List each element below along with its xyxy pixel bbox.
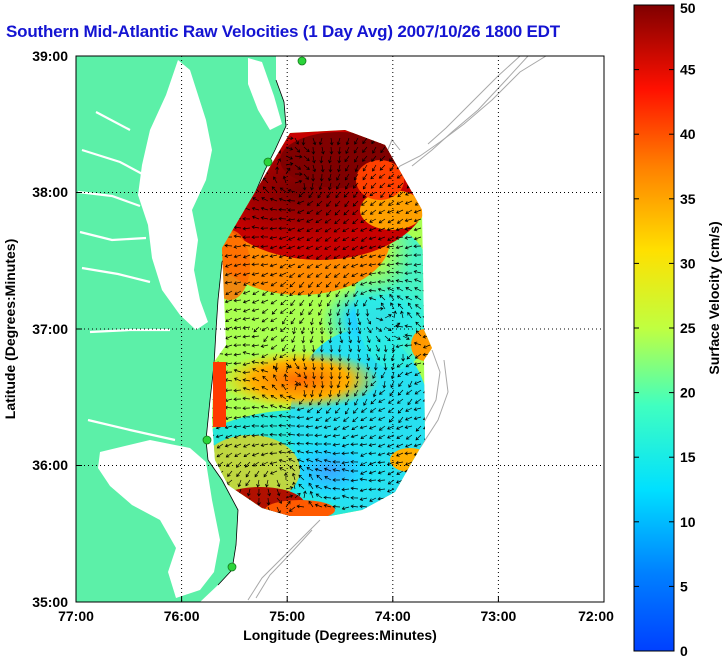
station-marker <box>227 562 237 572</box>
x-tick-label: 73:00 <box>480 608 516 624</box>
x-tick-label: 75:00 <box>269 608 305 624</box>
chesapeake-bay <box>138 60 212 330</box>
y-tick-label: 37:00 <box>32 321 68 337</box>
colorbar-tick-label: 50 <box>680 0 696 16</box>
colorbar-tick-label: 15 <box>680 449 696 465</box>
map-title: Southern Mid-Atlantic Raw Velocities (1 … <box>6 22 560 41</box>
pamlico-sound <box>98 440 220 598</box>
colorbar-tick-label: 20 <box>680 385 696 401</box>
colorbar-tick-label: 5 <box>680 578 688 594</box>
station-marker <box>297 56 307 66</box>
y-axis-label: Latitude (Degrees:Minutes) <box>2 239 18 419</box>
colorbar-tick-labels: 0 5 10 15 20 25 30 35 40 45 50 <box>680 0 696 659</box>
velocity-arrows <box>212 130 431 515</box>
colorbar-gradient <box>633 4 675 652</box>
colorbar-tick-label: 40 <box>680 126 696 142</box>
colorbar-tick-label: 0 <box>680 643 688 659</box>
station-marker <box>202 435 212 445</box>
colorbar-ticks <box>634 4 674 652</box>
colorbar-tick-label: 35 <box>680 191 696 207</box>
colorbar-tick-label: 25 <box>680 320 696 336</box>
axis-ticks <box>76 192 499 602</box>
x-tick-label: 72:00 <box>578 608 614 624</box>
station-marker <box>263 157 273 167</box>
colorbar-tick-label: 10 <box>680 514 696 530</box>
x-tick-label: 76:00 <box>164 608 200 624</box>
x-tick-label: 74:00 <box>375 608 411 624</box>
coastal-patch <box>213 362 226 427</box>
colorbar-tick-label: 30 <box>680 255 696 271</box>
colorbar-tick-label: 45 <box>680 62 696 78</box>
rivers <box>77 111 176 442</box>
x-tick-label: 77:00 <box>58 608 94 624</box>
coastline <box>205 79 287 586</box>
x-axis-label: Longitude (Degrees:Minutes) <box>243 627 437 643</box>
radar-stations <box>202 56 307 572</box>
y-tick-label: 38:00 <box>32 184 68 200</box>
y-tick-label: 39:00 <box>32 48 68 64</box>
y-tick-label: 36:00 <box>32 457 68 473</box>
y-tick-label: 35:00 <box>32 594 68 610</box>
delaware-bay <box>248 58 282 130</box>
grid-lines <box>76 56 604 602</box>
colorbar-label: Surface Velocity (cm/s) <box>706 221 722 374</box>
